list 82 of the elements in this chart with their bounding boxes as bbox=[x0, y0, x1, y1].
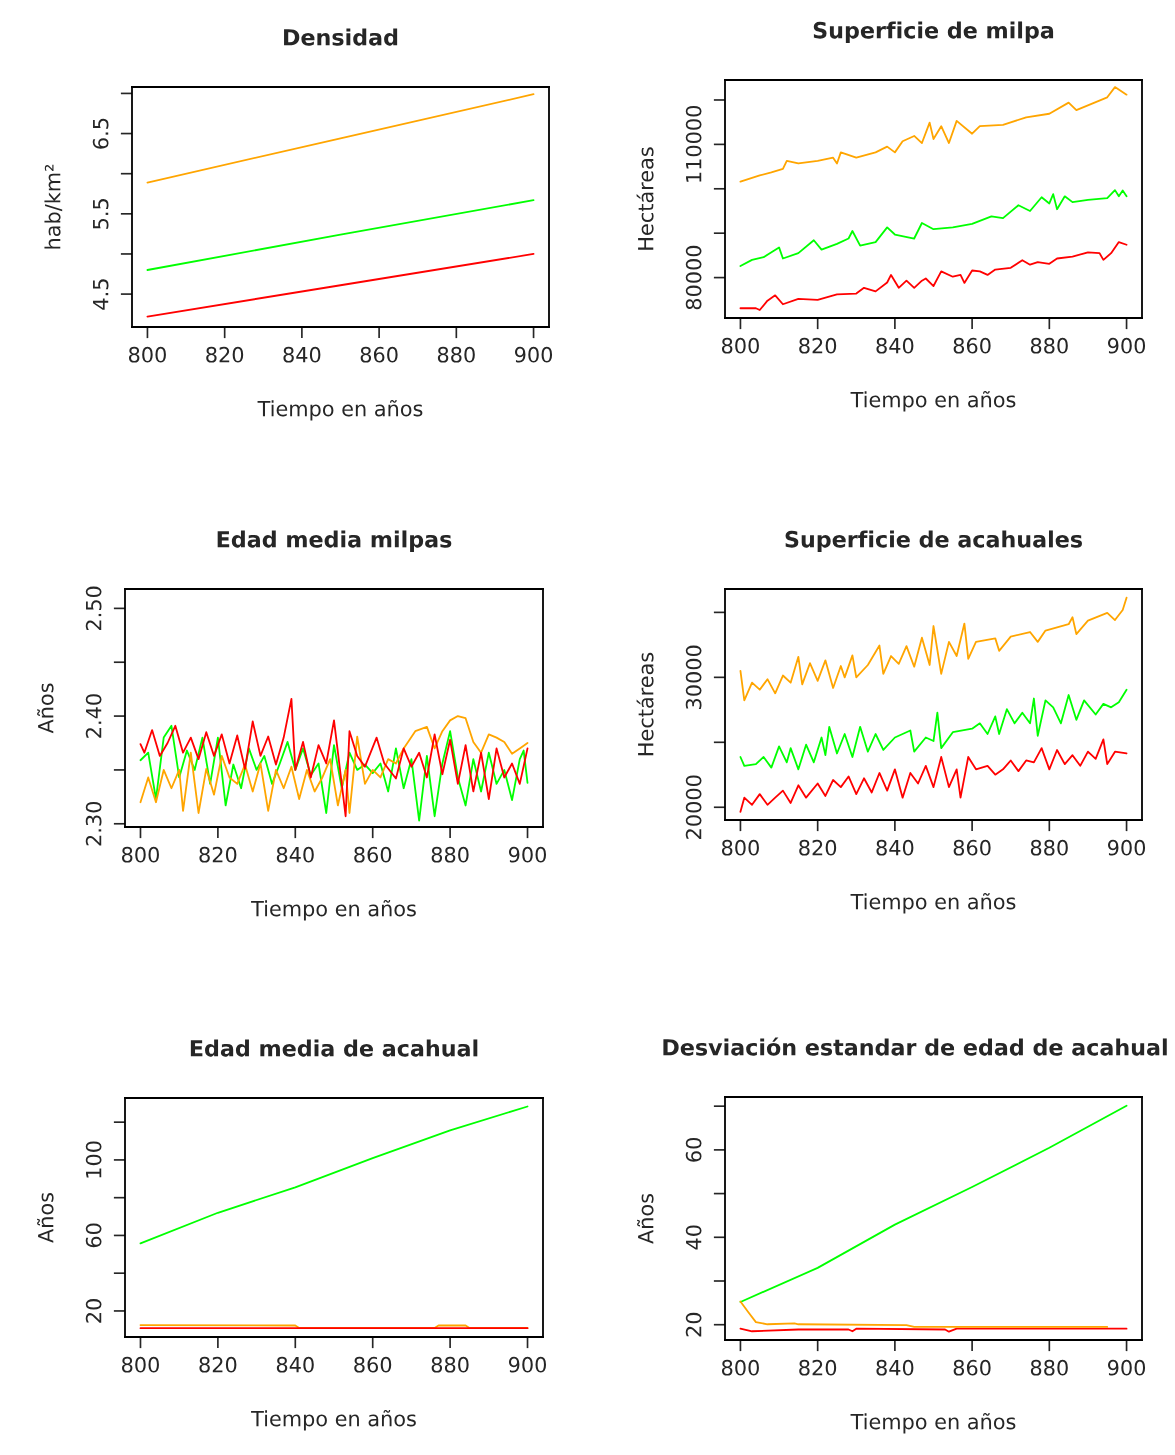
x-tick-label: 880 bbox=[431, 846, 469, 863]
chart-title: Superficie de acahuales bbox=[785, 530, 1082, 552]
line-series bbox=[739, 688, 1128, 771]
x-tick-label: 880 bbox=[437, 346, 475, 363]
x-tick-label: 840 bbox=[876, 1359, 914, 1376]
x-tick-label: 860 bbox=[953, 839, 991, 856]
line-series bbox=[139, 715, 529, 814]
x-tick-label: 900 bbox=[514, 346, 553, 363]
x-axis-title: Tiempo en años bbox=[850, 390, 1016, 412]
x-axis-title: Tiempo en años bbox=[251, 899, 416, 921]
x-tick-label: 900 bbox=[1107, 1359, 1146, 1376]
y-axis-title: Años bbox=[37, 1192, 54, 1243]
y-tick-label: 100 bbox=[85, 1141, 102, 1178]
y-axis-title: Hectáreas bbox=[636, 652, 654, 756]
x-tick-label: 800 bbox=[721, 1359, 759, 1376]
x-tick-label: 800 bbox=[721, 839, 759, 856]
x-tick-label: 800 bbox=[122, 846, 159, 863]
y-axis-title: Años bbox=[37, 683, 54, 734]
line-series bbox=[139, 1105, 529, 1245]
y-tick-label: 4.5 bbox=[93, 279, 109, 310]
line-series bbox=[739, 241, 1128, 311]
y-tick-label: 60 bbox=[685, 1138, 702, 1162]
chart-title: Densidad bbox=[284, 28, 398, 46]
x-tick-label: 860 bbox=[354, 846, 392, 863]
y-tick-label: 110000 bbox=[685, 106, 702, 182]
line-series bbox=[739, 86, 1128, 183]
line-series bbox=[739, 738, 1128, 813]
x-tick-label: 900 bbox=[1107, 839, 1146, 856]
y-tick-label: 80000 bbox=[685, 245, 702, 310]
line-series bbox=[739, 596, 1128, 702]
x-tick-label: 820 bbox=[799, 839, 837, 856]
x-axis-title: Tiempo en años bbox=[251, 1409, 416, 1431]
x-tick-label: 880 bbox=[1030, 839, 1068, 856]
y-tick-label: 2.30 bbox=[85, 801, 102, 846]
x-tick-label: 880 bbox=[1030, 1359, 1068, 1376]
y-tick-label: 2.50 bbox=[85, 586, 102, 631]
y-axis-title: Hectáreas bbox=[636, 147, 654, 250]
y-tick-label: 5.5 bbox=[93, 199, 109, 229]
line-series bbox=[139, 724, 529, 822]
y-tick-label: 2.40 bbox=[85, 694, 102, 738]
x-tick-label: 900 bbox=[1107, 337, 1146, 354]
x-tick-label: 900 bbox=[508, 1356, 547, 1373]
x-tick-label: 840 bbox=[276, 1356, 314, 1373]
y-tick-label: 20 bbox=[85, 1299, 102, 1323]
x-tick-label: 840 bbox=[876, 337, 914, 354]
x-tick-label: 820 bbox=[199, 1356, 237, 1373]
y-axis-title: Años bbox=[637, 1193, 654, 1244]
line-series bbox=[739, 1300, 1109, 1328]
y-tick-label: 20000 bbox=[685, 775, 702, 839]
x-tick-label: 900 bbox=[508, 846, 547, 863]
x-tick-label: 860 bbox=[953, 337, 991, 354]
line-series bbox=[739, 189, 1128, 267]
x-axis-title: Tiempo en años bbox=[257, 399, 423, 421]
chart-title: Desviación estandar de edad de acahual bbox=[663, 1037, 1167, 1056]
x-tick-label: 800 bbox=[721, 337, 759, 354]
x-axis-title: Tiempo en años bbox=[850, 892, 1016, 914]
chart-title: Edad media milpas bbox=[217, 530, 452, 552]
x-tick-label: 840 bbox=[283, 346, 321, 363]
x-tick-label: 880 bbox=[431, 1356, 469, 1373]
chart-title: Superficie de milpa bbox=[813, 21, 1054, 43]
chart-title: Edad media de acahual bbox=[190, 1039, 478, 1057]
x-tick-label: 800 bbox=[128, 346, 166, 363]
line-series bbox=[139, 697, 529, 818]
y-tick-label: 20 bbox=[685, 1312, 702, 1337]
x-tick-label: 820 bbox=[799, 337, 837, 354]
x-tick-label: 840 bbox=[276, 846, 314, 863]
x-tick-label: 820 bbox=[206, 346, 244, 363]
y-tick-label: 30000 bbox=[685, 645, 702, 709]
x-tick-label: 820 bbox=[799, 1359, 837, 1376]
x-tick-label: 860 bbox=[953, 1359, 991, 1376]
x-tick-label: 860 bbox=[360, 346, 398, 363]
y-tick-label: 6.5 bbox=[92, 118, 109, 149]
x-tick-label: 840 bbox=[876, 839, 914, 856]
y-tick-label: 60 bbox=[85, 1223, 102, 1248]
y-axis-title: hab/km² bbox=[44, 164, 63, 249]
x-tick-label: 800 bbox=[122, 1356, 159, 1373]
x-axis-title: Tiempo en años bbox=[850, 1412, 1016, 1434]
line-series bbox=[739, 1104, 1128, 1303]
x-tick-label: 880 bbox=[1030, 337, 1068, 354]
x-tick-label: 860 bbox=[354, 1356, 392, 1373]
y-tick-label: 40 bbox=[685, 1225, 702, 1250]
x-tick-label: 820 bbox=[199, 846, 237, 863]
